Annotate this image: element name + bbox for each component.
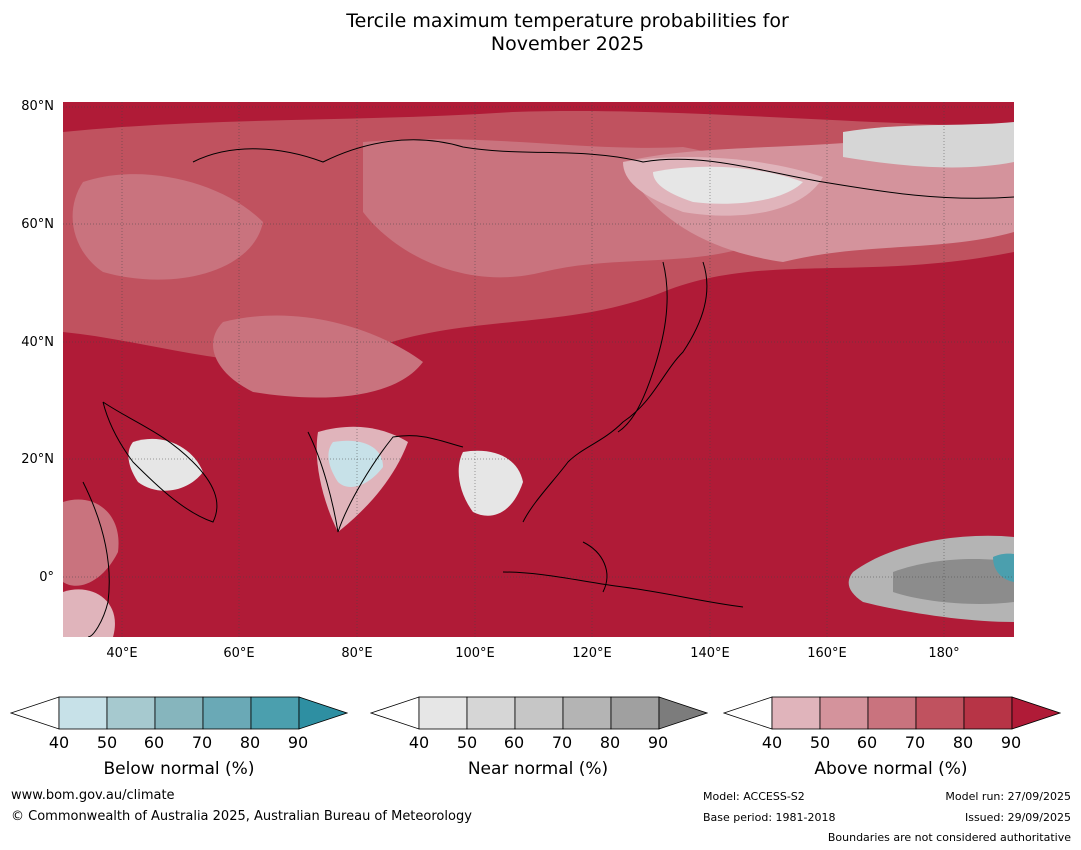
graticule	[63, 102, 1014, 637]
lon-label: 80°E	[341, 646, 373, 661]
lon-label: 60°E	[223, 646, 255, 661]
colorbar-segment	[771, 696, 821, 730]
lat-label: 80°N	[21, 99, 54, 114]
probability-map[interactable]	[63, 102, 1014, 637]
model-name: Model: ACCESS-S2	[703, 790, 805, 803]
colorbar-below-label: Below normal (%)	[103, 759, 255, 779]
lon-label: 40°E	[106, 646, 138, 661]
base-period: Base period: 1981-2018	[703, 811, 836, 824]
lat-label: 20°N	[21, 452, 54, 467]
tick: 90	[1000, 733, 1022, 752]
colorbar-right-extend	[298, 696, 349, 730]
title-line-1: Tercile maximum temperature probabilitie…	[346, 10, 789, 32]
tick: 70	[551, 733, 573, 752]
colorbar-segment	[867, 696, 917, 730]
disclaimer: Boundaries are not considered authoritat…	[827, 831, 1071, 844]
colorbar-segment	[562, 696, 612, 730]
colorbar-segment	[819, 696, 869, 730]
region-below-pacific	[993, 553, 1014, 582]
colorbar-above-svg	[722, 696, 1062, 730]
region-near-arabia	[128, 438, 203, 491]
colorbar-segment	[250, 696, 300, 730]
region-near-pacific-high	[893, 559, 1014, 604]
model-run: Model run: 27/09/2025	[945, 790, 1071, 803]
region-60-70-central	[213, 315, 423, 398]
lon-label: 180°	[928, 646, 960, 661]
region-near-nesiberia	[653, 166, 803, 204]
tick: 80	[239, 733, 261, 752]
colorbar-segment	[58, 696, 108, 730]
tick: 40	[761, 733, 783, 752]
tick: 80	[952, 733, 974, 752]
lon-label: 140°E	[690, 646, 730, 661]
colorbar-below-normal	[9, 696, 349, 734]
colorbar-above-normal	[722, 696, 1062, 734]
tick: 50	[96, 733, 118, 752]
colorbar-left-extend	[722, 696, 773, 730]
colorbar-left-extend	[9, 696, 60, 730]
lon-label: 120°E	[572, 646, 612, 661]
tick: 60	[503, 733, 525, 752]
colorbar-segment	[610, 696, 660, 730]
tick: 90	[647, 733, 669, 752]
tick: 50	[456, 733, 478, 752]
region-60-70-west	[72, 174, 263, 280]
region-africa	[63, 499, 119, 586]
colorbar-left-extend	[369, 696, 420, 730]
region-near-chukotka	[843, 122, 1014, 168]
colorbar-right-extend	[658, 696, 709, 730]
region-below-india	[328, 440, 383, 487]
tick: 50	[809, 733, 831, 752]
tick: 60	[143, 733, 165, 752]
issued-date: Issued: 29/09/2025	[964, 811, 1071, 824]
colorbar-segment	[963, 696, 1013, 730]
colorbar-segment	[466, 696, 516, 730]
website-link[interactable]: www.bom.gov.au/climate	[11, 788, 175, 803]
colorbar-segment	[154, 696, 204, 730]
colorbar-right-extend	[1011, 696, 1062, 730]
colorbar-above-label: Above normal (%)	[814, 759, 968, 779]
tick: 60	[856, 733, 878, 752]
lon-label: 160°E	[807, 646, 847, 661]
tick: 40	[408, 733, 430, 752]
region-near-seasia	[458, 450, 523, 516]
colorbar-segment	[418, 696, 468, 730]
lon-label: 100°E	[455, 646, 495, 661]
lat-label: 40°N	[21, 335, 54, 350]
colorbar-segment	[514, 696, 564, 730]
map-title: Tercile maximum temperature probabilitie…	[0, 10, 1081, 56]
colorbar-near-label: Near normal (%)	[467, 759, 609, 779]
tick: 90	[287, 733, 309, 752]
colorbar-near-svg	[369, 696, 709, 730]
colorbar-segment	[106, 696, 156, 730]
tick: 70	[191, 733, 213, 752]
region-africa-south	[63, 589, 115, 637]
colorbar-segment	[202, 696, 252, 730]
colorbar-below-svg	[9, 696, 349, 730]
tick: 40	[48, 733, 70, 752]
colorbar-segment	[915, 696, 965, 730]
lat-label: 60°N	[21, 217, 54, 232]
title-line-2: November 2025	[490, 33, 645, 55]
lat-label: 0°	[39, 570, 54, 585]
copyright: © Commonwealth of Australia 2025, Austra…	[11, 809, 472, 824]
coastlines	[82, 139, 1014, 637]
map-canvas	[63, 102, 1014, 637]
tick: 70	[904, 733, 926, 752]
tick: 80	[599, 733, 621, 752]
colorbar-near-normal	[369, 696, 709, 734]
